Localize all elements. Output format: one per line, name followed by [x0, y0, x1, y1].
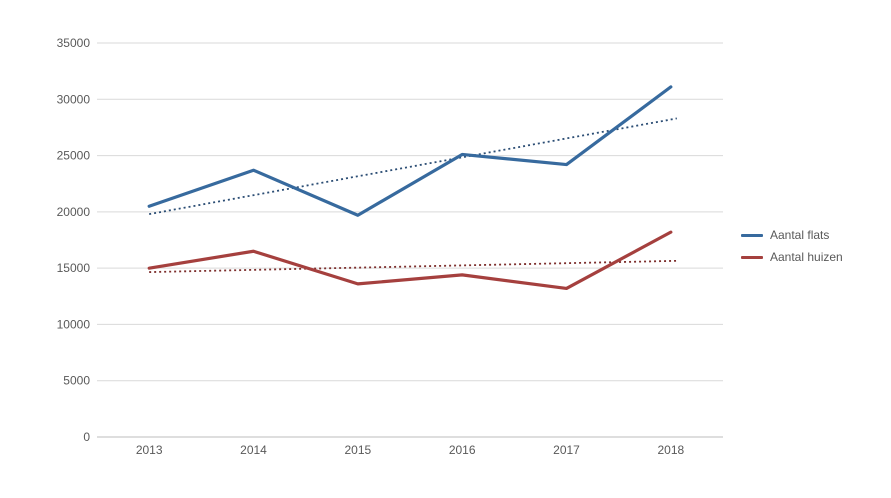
x-tick-label: 2016: [449, 443, 476, 457]
data-line-series-1: [147, 230, 673, 291]
y-tick-label: 5000: [63, 374, 90, 388]
legend-marker-aantal-flats: [741, 234, 763, 237]
chart-legend: Aantal flats Aantal huizen: [741, 228, 843, 265]
y-tick-label: 10000: [57, 317, 91, 331]
y-tick-label: 35000: [57, 36, 91, 50]
x-tick-label: 2018: [657, 443, 684, 457]
x-tick-label: 2015: [344, 443, 371, 457]
y-tick-label: 15000: [57, 261, 91, 275]
x-tick-label: 2017: [553, 443, 580, 457]
data-line-series-0: [147, 85, 673, 217]
legend-marker-aantal-huizen: [741, 256, 763, 259]
y-tick-label: 0: [83, 430, 90, 444]
legend-item-aantal-flats: Aantal flats: [741, 228, 843, 243]
y-tick-label: 25000: [57, 149, 91, 163]
y-tick-label: 20000: [57, 205, 91, 219]
x-tick-label: 2013: [136, 443, 163, 457]
legend-label-aantal-huizen: Aantal huizen: [770, 250, 843, 264]
x-tick-label: 2014: [240, 443, 267, 457]
legend-label-aantal-flats: Aantal flats: [770, 228, 830, 242]
trendline-series-0: [149, 117, 677, 215]
legend-item-aantal-huizen: Aantal huizen: [741, 250, 843, 265]
y-tick-label: 30000: [57, 92, 91, 106]
